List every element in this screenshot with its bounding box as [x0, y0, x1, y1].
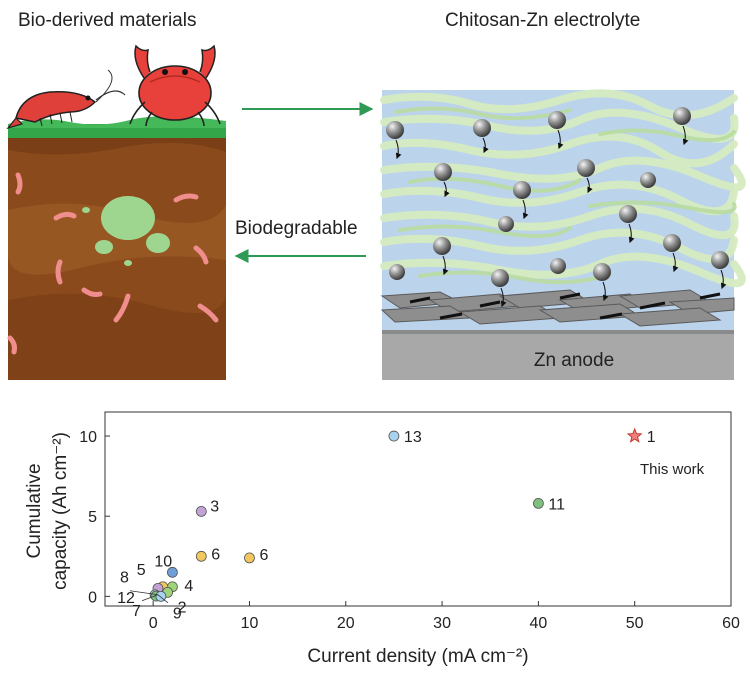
data-point-label: 8 — [120, 569, 129, 586]
biodegradable-label: Biodegradable — [235, 218, 358, 239]
leader-line — [141, 594, 159, 602]
soil-illustration — [7, 116, 226, 380]
data-point-star — [626, 427, 643, 443]
data-point — [195, 550, 207, 562]
data-point-label: 6 — [259, 547, 268, 564]
x-tick-label: 40 — [529, 615, 547, 632]
data-point — [532, 497, 544, 509]
shrimp-icon — [6, 69, 126, 130]
x-axis-label: Current density (mA cm⁻²) — [307, 646, 528, 667]
right-panel-title: Chitosan-Zn electrolyte — [445, 10, 641, 31]
data-point-label: 7 — [132, 603, 141, 620]
data-point-label: 11 — [548, 496, 565, 513]
crab-icon — [129, 44, 221, 127]
data-point-label: 13 — [404, 429, 422, 446]
y-tick-label: 5 — [88, 509, 97, 526]
data-point — [195, 506, 207, 517]
electrolyte-illustration — [380, 89, 746, 380]
data-point-label: 9 — [173, 605, 182, 622]
y-axis-label-line1: Cumulative — [24, 463, 45, 558]
x-tick-label: 60 — [722, 615, 740, 632]
x-tick-label: 50 — [626, 615, 644, 632]
data-point-label: 2 — [178, 599, 187, 616]
x-tick-label: 10 — [241, 615, 259, 632]
leader-line — [157, 594, 169, 604]
data-point-label: 10 — [154, 553, 172, 570]
data-point-label: 5 — [137, 562, 146, 579]
x-tick-label: 30 — [433, 615, 451, 632]
data-point-label: 6 — [211, 546, 220, 563]
y-tick-label: 10 — [79, 429, 97, 446]
data-point-label: 3 — [210, 498, 219, 515]
data-point — [388, 430, 400, 442]
y-axis-label-line2: capacity (Ah cm⁻²) — [50, 432, 71, 590]
x-tick-label: 20 — [337, 615, 355, 632]
zn-anode-label: Zn anode — [534, 350, 614, 371]
left-panel-title: Bio-derived materials — [18, 10, 197, 31]
y-tick-label: 0 — [88, 589, 97, 606]
data-point-label: 1 — [647, 429, 656, 446]
x-tick-label: 0 — [149, 615, 158, 632]
data-point-label: 4 — [184, 578, 193, 595]
data-point-label: 12 — [117, 590, 135, 607]
this-work-annotation: This work — [640, 461, 705, 478]
leader-line — [129, 590, 159, 596]
data-point — [244, 552, 255, 564]
data-point — [167, 566, 178, 578]
